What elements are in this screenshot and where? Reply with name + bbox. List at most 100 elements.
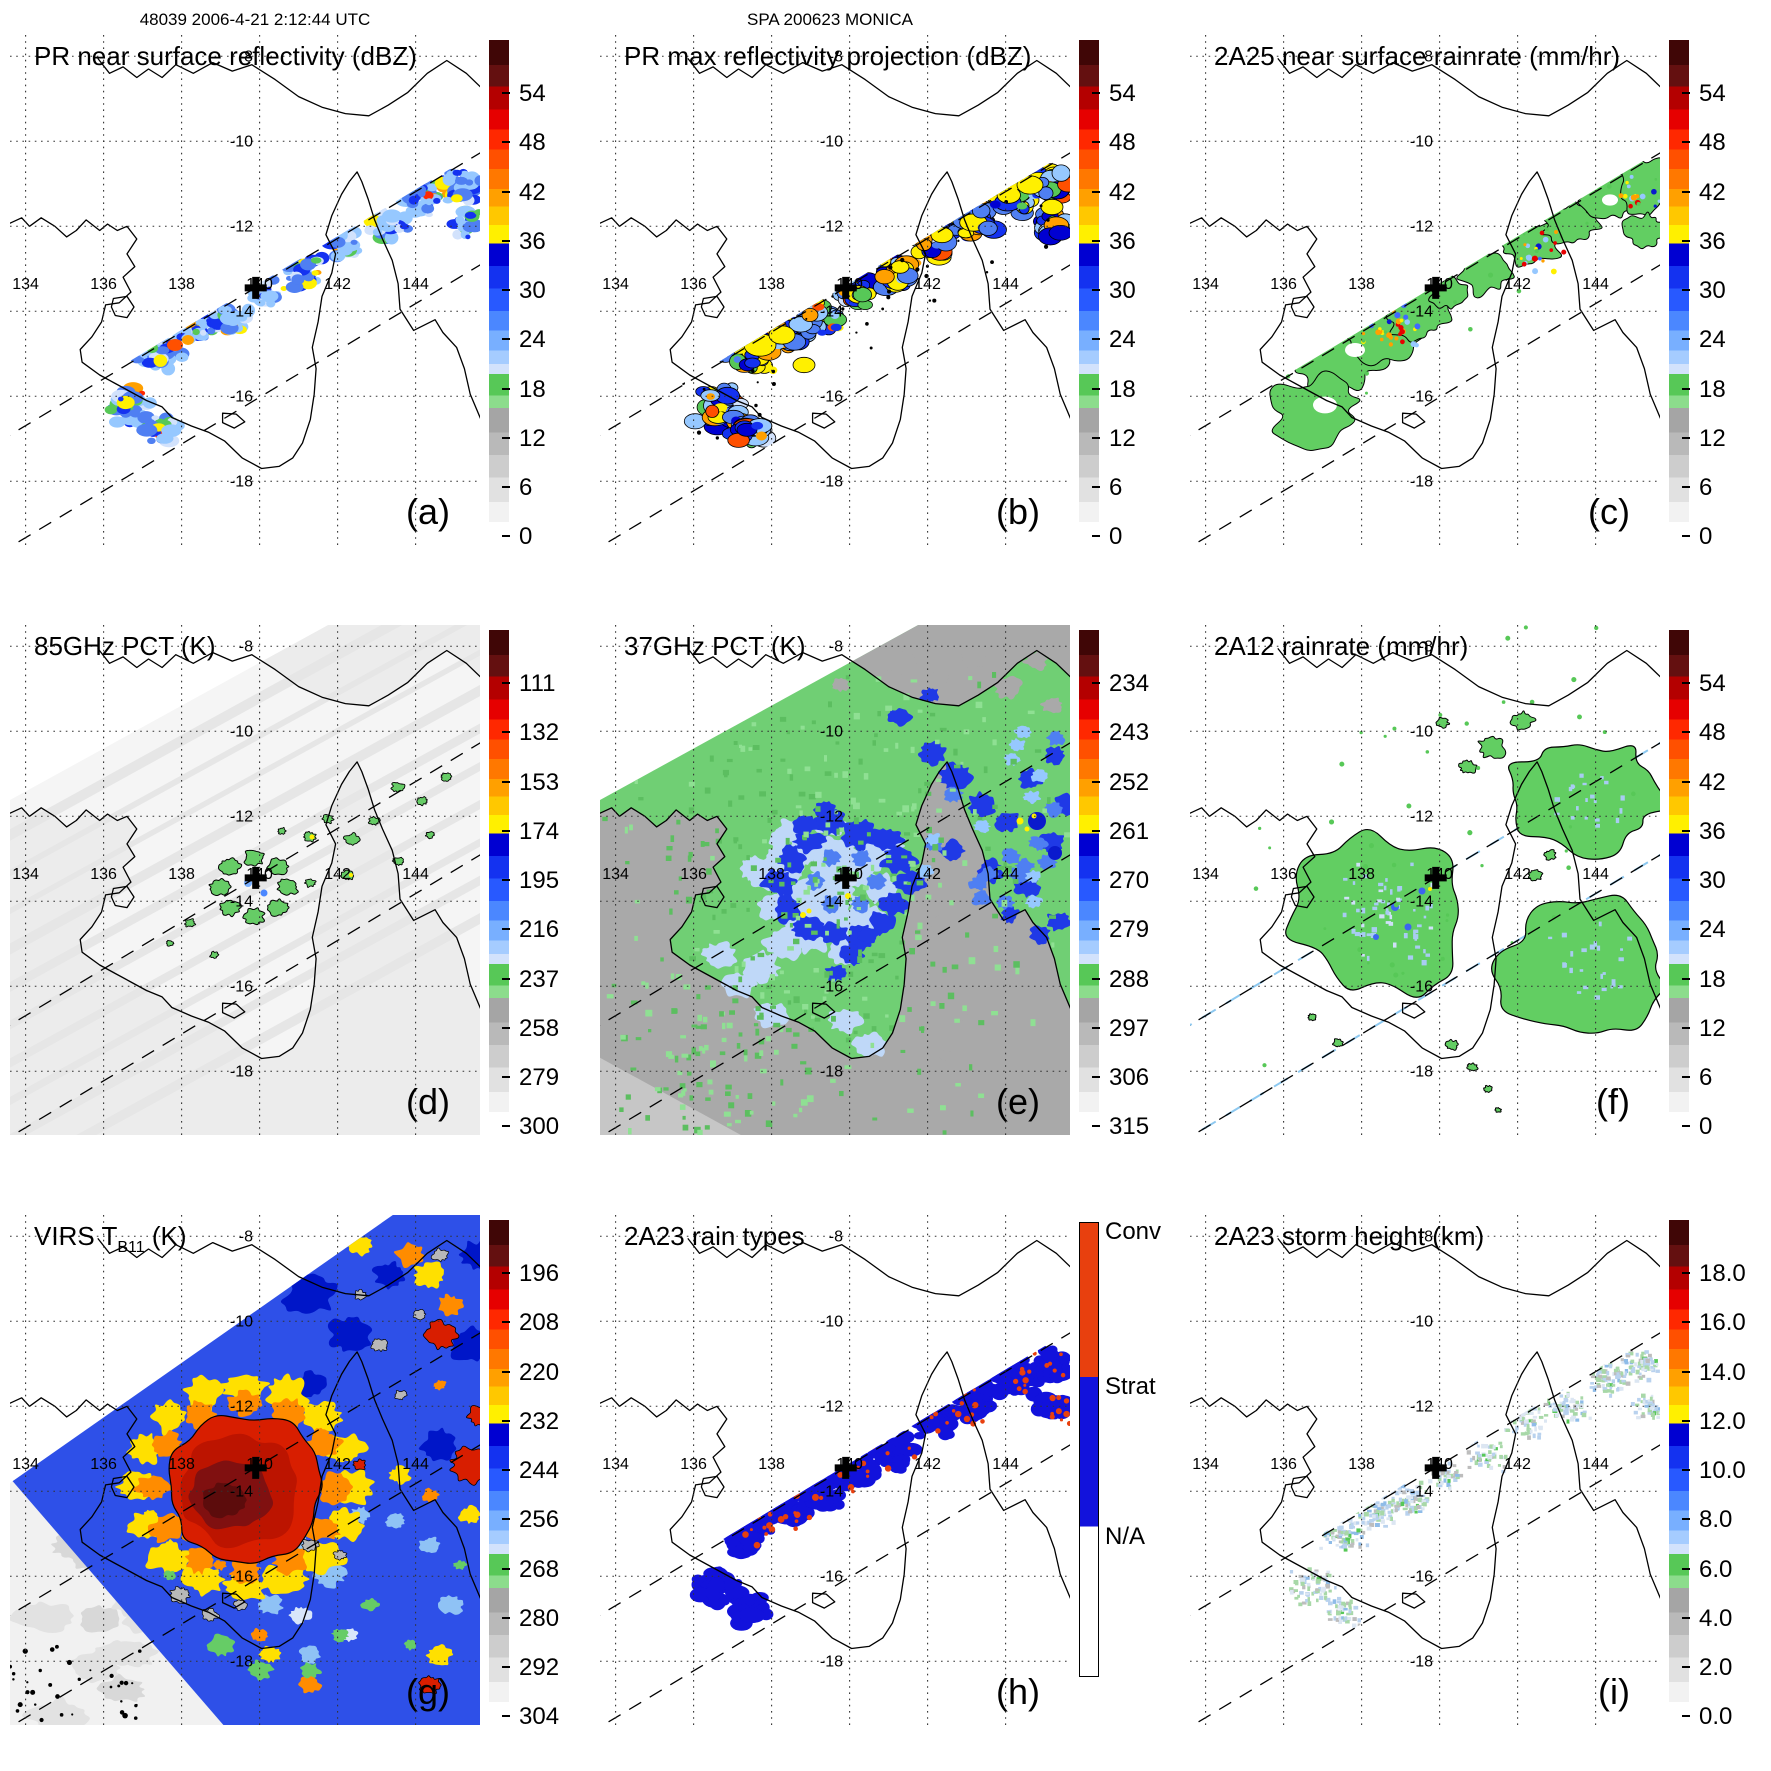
colorbar-tick-label: 270	[1109, 867, 1150, 895]
colorbar-tick-mark	[1682, 535, 1690, 538]
panel-f: 134136138140142144-8-10-12-14-16-182A12 …	[1190, 625, 1660, 1135]
panel-e-letter: (e)	[996, 1081, 1040, 1122]
colorbar-tick-label: 36	[1699, 817, 1726, 845]
colorbar-tick-mark	[1682, 1715, 1690, 1718]
colorbar-tick-label: 6	[1699, 1064, 1713, 1092]
colorbar-tick-mark	[502, 1026, 510, 1029]
lat-label: -12	[1410, 1398, 1433, 1415]
colorbar-tick-mark	[502, 1321, 510, 1324]
colorbar-tick-mark	[1092, 682, 1100, 685]
colorbar-tick-label: 12	[1699, 1014, 1726, 1042]
lon-label: 136	[90, 276, 117, 293]
lon-label: 138	[168, 866, 195, 883]
lon-label: 138	[168, 276, 195, 293]
map-canvas-e: 134136138140142144-8-10-12-14-16-18	[600, 625, 1070, 1135]
colorbar-tick-label: 300	[519, 1113, 560, 1141]
lon-label: 138	[1348, 1456, 1375, 1473]
colorbar-c: 54 48 42 36 30 24 18 12 6 0	[1669, 40, 1726, 550]
colorbar-tick-label: 220	[519, 1358, 560, 1386]
lat-label: -8	[1419, 1228, 1433, 1245]
swath-dashes	[1190, 1332, 1660, 1725]
lat-label: -12	[230, 1398, 253, 1415]
data-field-a	[104, 168, 480, 448]
scan-info-header: 48039 2006-4-21 2:12:44 UTC	[139, 10, 371, 29]
colorbar-tick-label: 306	[1109, 1064, 1150, 1092]
colorbar-tick-mark	[502, 1469, 510, 1472]
panel-a-letter: (a)	[406, 491, 450, 532]
colorbar-tick-mark	[1682, 1272, 1690, 1275]
lat-label: -18	[230, 1063, 253, 1080]
colorbar-tick-mark	[1682, 1666, 1690, 1669]
lat-label: -8	[1419, 48, 1433, 65]
colorbar-tick-mark	[1682, 387, 1690, 390]
coastline	[600, 647, 1070, 1060]
colorbar-tick-mark	[1092, 436, 1100, 439]
colorbar-tick-label: 0	[1109, 523, 1123, 551]
panel-c: 134136138140142144-8-10-12-14-16-182A25 …	[1190, 35, 1660, 545]
panel-h: 134136138140142144-8-10-12-14-16-182A23 …	[600, 1215, 1070, 1725]
panel-d: 134136138140142144-8-10-12-14-16-1885GHz…	[10, 625, 480, 1135]
lon-label: 144	[402, 1456, 429, 1473]
colorbar-d: 111 132 153 174 195 216 237 258 279 300	[489, 630, 559, 1140]
lat-label: -8	[239, 638, 253, 655]
lat-label: -12	[230, 808, 253, 825]
panel-e: 134136138140142144-8-10-12-14-16-1837GHz…	[600, 625, 1070, 1135]
colorbar-tick-mark	[502, 535, 510, 538]
colorbar-tick-label: 237	[519, 965, 560, 993]
colorbar-tick-label: 18	[1699, 965, 1726, 993]
panel-i-title: 2A23 storm height (km)	[1214, 1221, 1485, 1251]
lat-label: -18	[820, 1063, 843, 1080]
colorbar-tick-label: 12	[1109, 424, 1136, 452]
colorbar-tick-label: 54	[1109, 80, 1136, 108]
swath-dashes	[600, 1332, 1070, 1725]
colorbar-tick-mark	[502, 1125, 510, 1128]
panel-d-title: 85GHz PCT (K)	[34, 631, 216, 661]
lat-label: -12	[1410, 218, 1433, 235]
colorbar-tick-label: 297	[1109, 1014, 1150, 1042]
colorbar-gradient	[1669, 1220, 1689, 1717]
lon-label: 144	[992, 866, 1019, 883]
storm-center-marker	[244, 1456, 267, 1479]
map-canvas-i: 134136138140142144-8-10-12-14-16-18	[1190, 1215, 1660, 1725]
colorbar-tick-mark	[1092, 190, 1100, 193]
title-subscript: B11	[117, 1239, 145, 1256]
lon-label: 144	[992, 276, 1019, 293]
coastline	[10, 57, 480, 470]
colorbar-tick-mark	[1682, 682, 1690, 685]
colorbar-tick-label: 54	[519, 80, 546, 108]
lon-label: 134	[12, 866, 39, 883]
lat-label: -18	[230, 1653, 253, 1670]
colorbar-tick-mark	[1682, 928, 1690, 931]
storm-center-marker	[1424, 276, 1447, 299]
lat-label: -10	[230, 1313, 253, 1330]
colorbar-tick-label: 18	[1109, 375, 1136, 403]
colorbar-tick-mark	[1092, 879, 1100, 882]
lon-label: 134	[1192, 866, 1219, 883]
panel-e-title: 37GHz PCT (K)	[624, 631, 806, 661]
lon-label: 134	[12, 1456, 39, 1473]
coastline	[1190, 57, 1660, 470]
panel-i-letter: (i)	[1598, 1671, 1630, 1712]
colorbar-b: 54 48 42 36 30 24 18 12 6 0	[1079, 40, 1136, 550]
lon-label: 136	[1270, 866, 1297, 883]
colorbar-tick-mark	[1682, 731, 1690, 734]
lon-label: 142	[324, 1456, 351, 1473]
colorbar-tick-label: 258	[519, 1014, 560, 1042]
colorbar-tick-mark	[1092, 387, 1100, 390]
colorbar-tick-label: 24	[519, 326, 546, 354]
colorbar-tick-mark	[1092, 92, 1100, 95]
panel-b-letter: (b)	[996, 491, 1040, 532]
lat-label: -16	[230, 1568, 253, 1585]
lat-label: -10	[1410, 133, 1433, 150]
lon-label: 134	[12, 276, 39, 293]
colorbar-tick-mark	[1092, 338, 1100, 341]
lat-label: -10	[820, 723, 843, 740]
rain-type-label: Conv	[1105, 1218, 1162, 1245]
storm-center-marker	[244, 276, 267, 299]
map-canvas-a: 134136138140142144-8-10-12-14-16-18	[10, 35, 480, 545]
colorbar-tick-label: 12	[519, 424, 546, 452]
lat-label: -14	[1410, 1483, 1433, 1500]
colorbar-tick-mark	[1092, 141, 1100, 144]
